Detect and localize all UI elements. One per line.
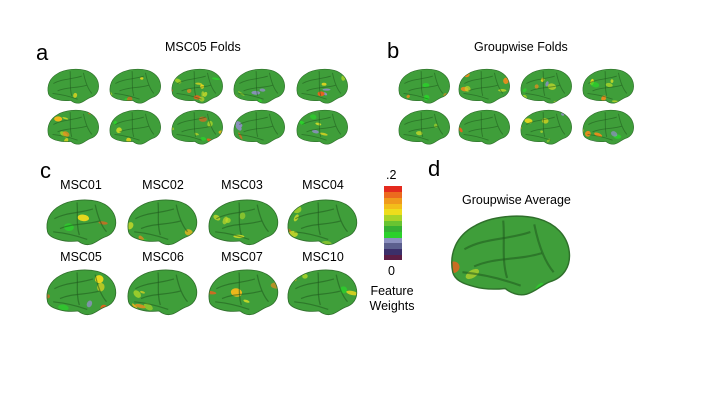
brain-msc05-fold: [171, 68, 223, 104]
panel-letter-c: c: [40, 158, 51, 183]
brain-subject: [208, 199, 279, 246]
colorbar-swatch: [384, 254, 402, 261]
panel-letter-b: b: [387, 38, 400, 63]
colorbar-swatch: [384, 214, 402, 221]
colorbar-swatch: [384, 242, 402, 250]
colorbar-max-label: .2: [386, 168, 397, 182]
brain-subject: [287, 199, 358, 246]
brain-groupwise-fold: [520, 68, 572, 104]
panel-a-title: MSC05 Folds: [165, 40, 241, 54]
panel-letter-a: a: [36, 40, 49, 65]
colorbar-swatch: [384, 208, 402, 215]
brain-subject: [287, 269, 358, 316]
colorbar-swatch: [384, 231, 402, 238]
colorbar-swatch: [384, 203, 402, 210]
brain-msc05-fold: [47, 68, 99, 104]
subject-label-msc07: MSC07: [221, 250, 263, 264]
brain-groupwise-fold: [582, 109, 634, 145]
subject-label-msc03: MSC03: [221, 178, 263, 192]
colorbar-title-line2: Weights: [369, 299, 415, 313]
brain-msc05-fold: [47, 109, 99, 145]
panel-b-title: Groupwise Folds: [474, 40, 568, 54]
colorbar-title-line1: Feature: [370, 284, 414, 298]
brain-msc05-fold: [233, 109, 285, 145]
subject-label-msc04: MSC04: [302, 178, 344, 192]
colorbar-swatch: [384, 237, 402, 244]
subject-label-msc06: MSC06: [142, 250, 184, 264]
brain-msc05-fold: [109, 109, 161, 145]
subject-label-msc02: MSC02: [142, 178, 184, 192]
panel-d-title: Groupwise Average: [462, 193, 571, 207]
subject-label-msc05: MSC05: [60, 250, 102, 264]
brain-subject: [46, 199, 117, 246]
brain-groupwise-fold: [520, 109, 572, 145]
colorbar-title: Feature Weights: [357, 284, 427, 314]
brain-groupwise-fold: [398, 68, 450, 104]
brain-msc05-fold: [296, 68, 348, 104]
brain-groupwise-fold: [582, 68, 634, 104]
colorbar-min-label: 0: [388, 264, 395, 278]
brain-subject: [127, 269, 198, 316]
colorbar-swatch: [384, 197, 402, 204]
subject-label-msc10: MSC10: [302, 250, 344, 264]
brain-msc05-fold: [171, 109, 223, 145]
colorbar-swatch: [384, 248, 402, 255]
subject-label-msc01: MSC01: [60, 178, 102, 192]
brain-groupwise-fold: [458, 109, 510, 145]
colorbar: [384, 186, 402, 261]
colorbar-swatch: [384, 220, 402, 227]
colorbar-swatch: [384, 225, 402, 233]
colorbar-swatch: [384, 186, 402, 193]
brain-groupwise-average: [451, 215, 571, 296]
brain-msc05-fold: [296, 109, 348, 145]
panel-letter-d: d: [428, 156, 441, 181]
brain-subject: [46, 269, 117, 316]
brain-groupwise-fold: [458, 68, 510, 104]
brain-msc05-fold: [109, 68, 161, 104]
colorbar-swatch: [384, 191, 402, 198]
brain-groupwise-fold: [398, 109, 450, 145]
brain-msc05-fold: [233, 68, 285, 104]
brain-subject: [127, 199, 198, 246]
brain-subject: [208, 269, 279, 316]
